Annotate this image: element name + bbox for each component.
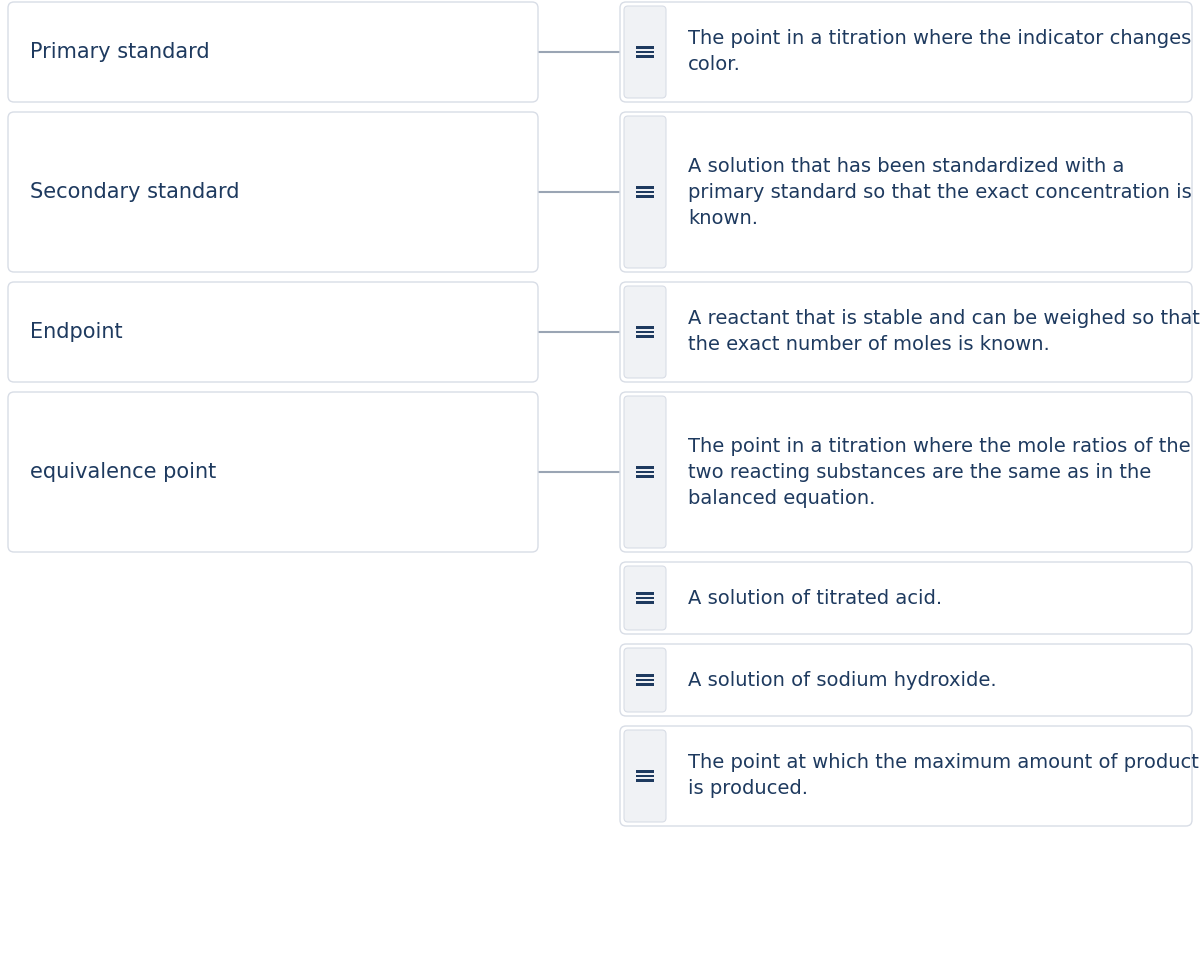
Bar <box>636 55 654 58</box>
Text: Primary standard: Primary standard <box>30 42 210 62</box>
Bar <box>636 331 654 333</box>
Bar <box>636 46 654 48</box>
Bar <box>636 470 654 473</box>
Bar <box>636 475 654 478</box>
FancyBboxPatch shape <box>624 566 666 630</box>
FancyBboxPatch shape <box>620 644 1192 716</box>
Text: the exact number of moles is known.: the exact number of moles is known. <box>688 336 1050 354</box>
Text: A reactant that is stable and can be weighed so that: A reactant that is stable and can be wei… <box>688 310 1200 328</box>
Bar <box>636 196 654 197</box>
Bar <box>636 601 654 604</box>
Bar <box>636 191 654 194</box>
Bar <box>636 326 654 329</box>
FancyBboxPatch shape <box>8 392 538 552</box>
Text: balanced equation.: balanced equation. <box>688 489 875 507</box>
Text: primary standard so that the exact concentration is: primary standard so that the exact conce… <box>688 183 1192 201</box>
Text: two reacting substances are the same as in the: two reacting substances are the same as … <box>688 463 1151 481</box>
Bar <box>636 335 654 338</box>
FancyBboxPatch shape <box>620 2 1192 102</box>
Text: A solution that has been standardized with a: A solution that has been standardized wi… <box>688 157 1124 175</box>
Bar <box>636 467 654 469</box>
Bar <box>636 779 654 782</box>
FancyBboxPatch shape <box>8 2 538 102</box>
Text: is produced.: is produced. <box>688 779 808 799</box>
FancyBboxPatch shape <box>620 726 1192 826</box>
Bar <box>636 50 654 53</box>
Bar <box>636 774 654 777</box>
Bar <box>636 675 654 677</box>
Text: The point in a titration where the mole ratios of the: The point in a titration where the mole … <box>688 437 1190 456</box>
FancyBboxPatch shape <box>624 730 666 822</box>
Text: Secondary standard: Secondary standard <box>30 182 240 202</box>
FancyBboxPatch shape <box>620 392 1192 552</box>
Bar <box>636 771 654 772</box>
FancyBboxPatch shape <box>620 562 1192 634</box>
FancyBboxPatch shape <box>624 286 666 378</box>
Text: equivalence point: equivalence point <box>30 462 216 482</box>
Text: Endpoint: Endpoint <box>30 322 122 342</box>
Bar <box>636 683 654 685</box>
Text: A solution of titrated acid.: A solution of titrated acid. <box>688 589 942 608</box>
Bar <box>636 186 654 189</box>
Bar <box>636 679 654 681</box>
FancyBboxPatch shape <box>8 112 538 272</box>
FancyBboxPatch shape <box>624 396 666 548</box>
Text: known.: known. <box>688 208 758 227</box>
FancyBboxPatch shape <box>620 112 1192 272</box>
Bar <box>636 596 654 599</box>
Text: The point at which the maximum amount of product: The point at which the maximum amount of… <box>688 753 1199 772</box>
FancyBboxPatch shape <box>624 116 666 268</box>
FancyBboxPatch shape <box>624 648 666 712</box>
FancyBboxPatch shape <box>8 282 538 382</box>
Text: A solution of sodium hydroxide.: A solution of sodium hydroxide. <box>688 671 997 689</box>
Text: color.: color. <box>688 55 740 75</box>
FancyBboxPatch shape <box>624 6 666 98</box>
Text: The point in a titration where the indicator changes: The point in a titration where the indic… <box>688 29 1192 48</box>
Bar <box>636 592 654 594</box>
FancyBboxPatch shape <box>620 282 1192 382</box>
